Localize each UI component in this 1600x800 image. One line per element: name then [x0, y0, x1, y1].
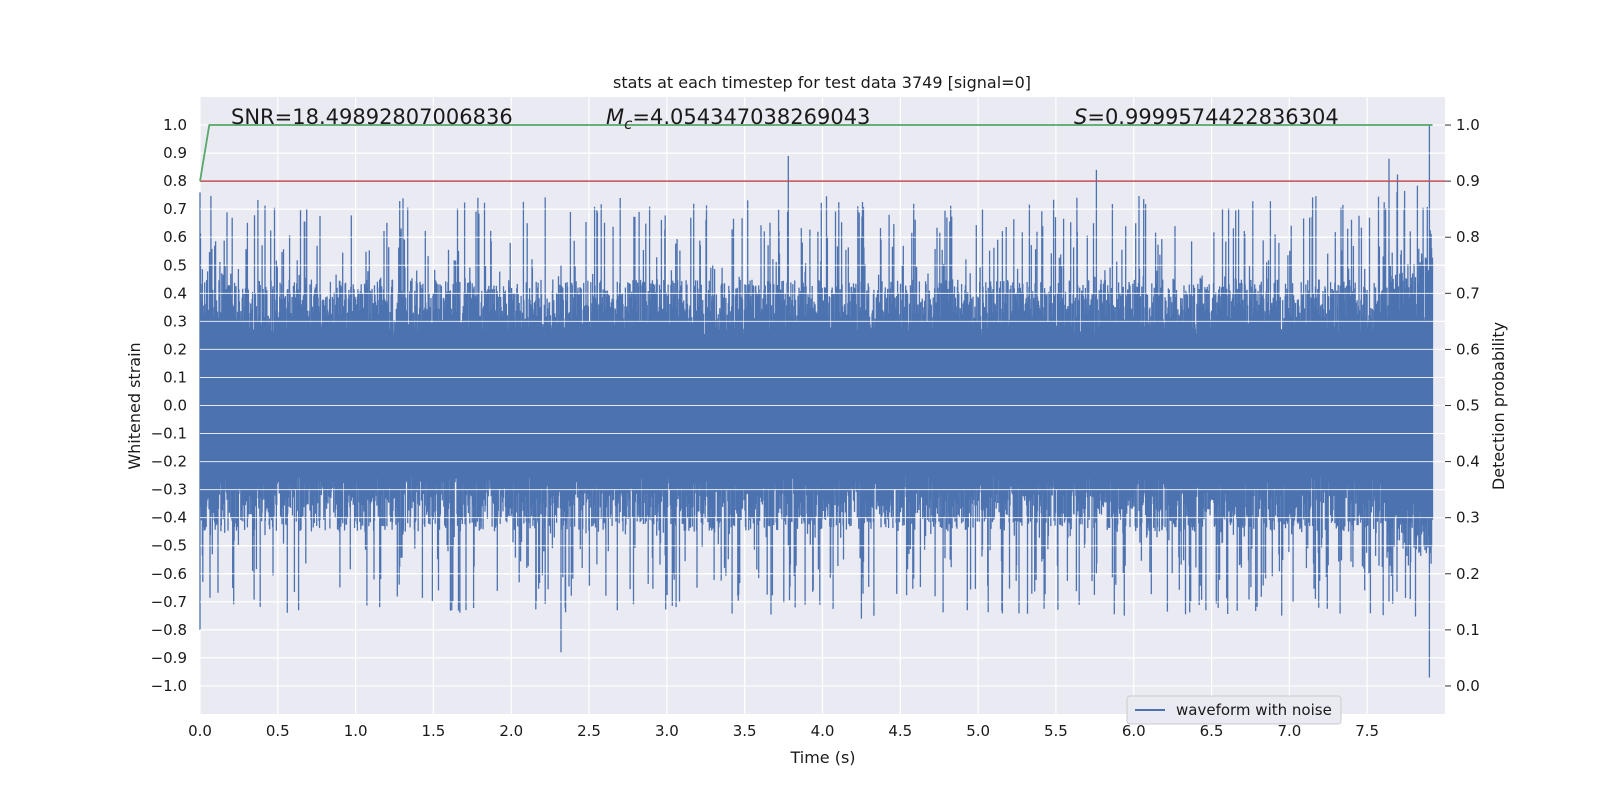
- y-right-tick-label: 0.9: [1456, 172, 1480, 190]
- x-tick-label: 2.0: [499, 722, 523, 740]
- score-annotation: S=0.9999574422836304: [1074, 105, 1339, 129]
- x-tick-label: 7.0: [1277, 722, 1301, 740]
- y-axis-ticks: 1.0 0.9 0.8 0.7 0.6 0.5 0.4 0.3 0.2 0.1 0.0 −0.1 −0.…: [151, 116, 187, 695]
- y-tick-label: 0.8: [163, 172, 187, 190]
- x-axis-ticks: 0.0 0.5 1.0 1.5 2.0 2.5 3.0 3.5 4.0 4.5 5.0 5.5 6.0 6…: [188, 722, 1379, 740]
- y-tick-label: −0.7: [151, 593, 187, 611]
- y-right-axis-ticks: 1.0 0.9 0.8 0.7 0.6 0.5 0.4 0.3 0.2 0.1 0.0: [1445, 116, 1480, 695]
- legend-box: [1126, 695, 1342, 725]
- score-value: =0.9999574422836304: [1087, 105, 1338, 129]
- x-tick-label: 0.0: [188, 722, 212, 740]
- y-right-axis-label: Detection probability: [1489, 322, 1508, 490]
- y-tick-label: 1.0: [163, 116, 187, 134]
- y-tick-label: −0.1: [151, 425, 187, 443]
- chart-title: stats at each timestep for test data 374…: [613, 73, 1031, 92]
- y-tick-label: 0.3: [163, 312, 187, 330]
- chirp-mass-symbol: M: [606, 105, 624, 129]
- y-right-tick-label: 0.2: [1456, 565, 1480, 583]
- y-tick-label: 0.6: [163, 228, 187, 246]
- y-tick-label: −0.5: [151, 537, 187, 555]
- detection-probability-line: [199, 124, 1433, 182]
- y-tick-label: 0.9: [163, 144, 187, 162]
- y-right-tick-label: 0.5: [1456, 397, 1480, 415]
- y-axis-label: Whitened strain: [125, 342, 144, 469]
- x-tick-label: 0.5: [266, 722, 290, 740]
- overlay-lines: [199, 124, 1445, 182]
- score-symbol: S: [1074, 105, 1087, 129]
- x-tick-label: 5.5: [1044, 722, 1068, 740]
- waveform-series: [199, 124, 1445, 687]
- y-tick-label: −0.6: [151, 565, 187, 583]
- y-tick-label: 0.7: [163, 200, 187, 218]
- y-tick-label: 0.4: [163, 284, 187, 302]
- y-tick-label: −0.3: [151, 481, 187, 499]
- y-right-tick-label: 0.8: [1456, 228, 1480, 246]
- y-right-tick-label: 0.1: [1456, 621, 1480, 639]
- snr-annotation: SNR=18.49892807006836: [231, 105, 513, 129]
- y-tick-label: −0.8: [151, 621, 187, 639]
- y-right-tick-label: 0.6: [1456, 340, 1480, 358]
- y-right-tick-label: 1.0: [1456, 116, 1480, 134]
- chirp-mass-value: =4.054347038269043: [632, 105, 870, 129]
- x-tick-label: 3.5: [733, 722, 757, 740]
- legend-label: waveform with noise: [1176, 701, 1332, 719]
- y-tick-label: −0.2: [151, 453, 187, 471]
- y-tick-label: 0.5: [163, 256, 187, 274]
- legend: waveform with noise: [1126, 695, 1342, 725]
- chirp-mass-subscript: c: [624, 115, 633, 133]
- x-tick-label: 4.0: [811, 722, 835, 740]
- y-right-tick-label: 0.3: [1456, 509, 1480, 527]
- x-tick-label: 4.5: [888, 722, 912, 740]
- x-tick-label: 5.0: [966, 722, 990, 740]
- y-tick-label: −0.4: [151, 509, 187, 527]
- y-tick-label: 0.0: [163, 397, 187, 415]
- x-tick-label: 7.5: [1355, 722, 1379, 740]
- y-right-tick-label: 0.7: [1456, 284, 1480, 302]
- x-tick-label: 1.0: [344, 722, 368, 740]
- y-tick-label: −1.0: [151, 677, 187, 695]
- x-axis-label: Time (s): [789, 748, 855, 767]
- y-tick-label: 0.1: [163, 368, 187, 386]
- x-tick-label: 6.0: [1122, 722, 1146, 740]
- x-tick-label: 2.5: [577, 722, 601, 740]
- waveform-path: [199, 125, 1434, 678]
- chirp-mass-annotation: Mc=4.054347038269043: [606, 105, 870, 133]
- x-tick-label: 6.5: [1200, 722, 1224, 740]
- y-right-tick-label: 0.4: [1456, 453, 1480, 471]
- x-tick-label: 1.5: [422, 722, 446, 740]
- y-tick-label: 0.2: [163, 340, 187, 358]
- y-right-tick-label: 0.0: [1456, 677, 1480, 695]
- x-tick-label: 3.0: [655, 722, 679, 740]
- y-tick-label: −0.9: [151, 649, 187, 667]
